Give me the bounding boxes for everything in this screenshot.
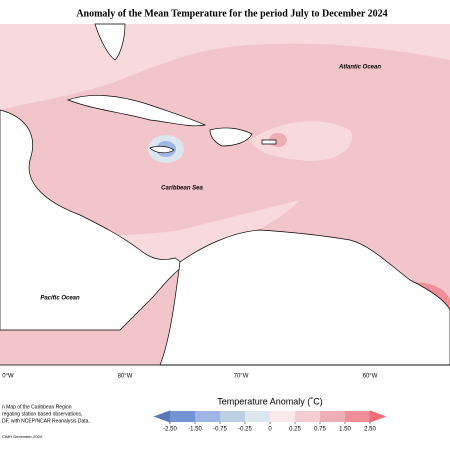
colorbar: Temperature Anomaly (˚C) -2.50 -1.50 -0.75… — [153, 396, 387, 433]
ocean-label: Pacific Ocean — [40, 296, 80, 302]
ocean-label: Atlantic Ocean — [338, 65, 381, 71]
puerto-rico — [261, 139, 277, 145]
title: Anomaly of the Mean Temperature for the … — [76, 8, 387, 19]
colorbar-tick-label: 2.50 — [364, 427, 376, 433]
anomaly-zone — [250, 121, 352, 161]
colorbar-end — [369, 410, 387, 423]
longitude-label: 60°W — [363, 374, 378, 380]
footnote-line: regating station based observations, — [2, 411, 82, 417]
colorbar-segment — [270, 411, 295, 422]
colorbar-tick-label: -2.50 — [163, 427, 177, 433]
colorbar-segment — [170, 411, 195, 422]
hispaniola — [209, 127, 253, 147]
colorbar-segment — [345, 411, 370, 422]
colorbar-segment — [245, 411, 270, 422]
colorbar-segment — [220, 411, 245, 422]
colorbar-title: Temperature Anomaly (˚C) — [217, 396, 323, 406]
colorbar-end — [153, 410, 171, 423]
colorbar-segment — [195, 411, 220, 422]
longitude-labels: 0°W 80°W 70°W 60°W — [2, 374, 377, 380]
central-america — [0, 109, 186, 331]
longitude-label: 0°W — [2, 374, 14, 380]
footnote-line: n Map of the Caribbean Region — [2, 404, 72, 410]
colorbar-tick-label: 0 — [268, 427, 272, 433]
south-america — [159, 229, 450, 366]
longitude-label: 70°W — [234, 374, 249, 380]
cuba — [66, 95, 207, 127]
colorbar-tick-label: -0.25 — [238, 427, 252, 433]
longitude-label: 80°W — [118, 374, 133, 380]
colorbar-tick-label: -1.50 — [188, 427, 202, 433]
jamaica — [149, 145, 175, 154]
map — [0, 23, 450, 366]
ocean-label: Caribbean Sea — [161, 186, 203, 192]
credit: CIMH December-2024 — [2, 434, 43, 439]
colorbar-tick-label: 0.25 — [289, 427, 301, 433]
colorbar-tick-label: 1.50 — [339, 427, 351, 433]
colorbar-tick-label: 0.75 — [314, 427, 326, 433]
florida — [94, 23, 126, 61]
colorbar-tick-label: -0.75 — [213, 427, 227, 433]
colorbar-segment — [295, 411, 320, 422]
colorbar-segment — [320, 411, 345, 422]
footnote-line: DF, with NCEP/NCAR Reanalysis Data. — [2, 418, 90, 424]
